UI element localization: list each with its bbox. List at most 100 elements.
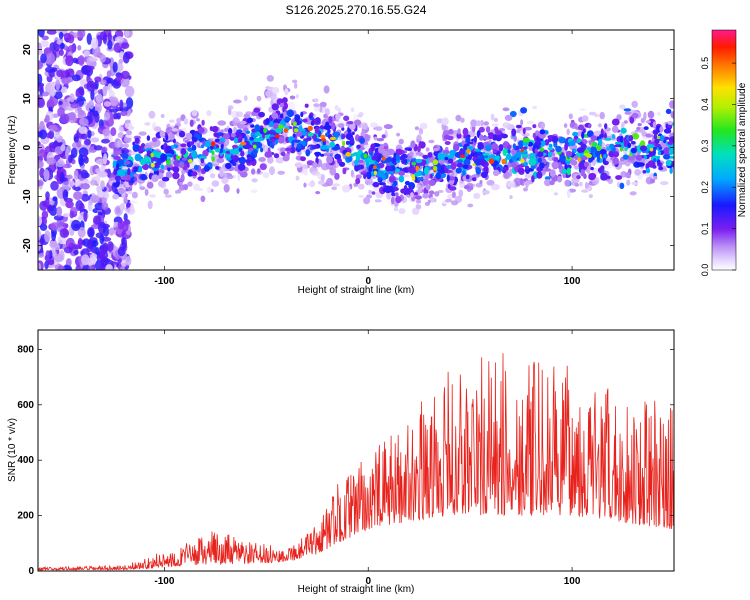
heatmap-cell bbox=[251, 168, 256, 175]
heatmap-cell bbox=[154, 126, 162, 132]
heatmap-cell bbox=[123, 196, 128, 205]
heatmap-cell bbox=[486, 144, 491, 149]
heatmap-cell bbox=[77, 98, 85, 106]
heatmap-cell bbox=[232, 144, 238, 149]
heatmap-cell bbox=[432, 147, 439, 152]
heatmap-cell bbox=[511, 156, 518, 161]
heatmap-cell bbox=[240, 150, 245, 157]
heatmap-cell bbox=[193, 183, 200, 191]
heatmap-cell bbox=[78, 126, 88, 134]
heatmap-cell bbox=[476, 151, 482, 155]
heatmap-cell bbox=[307, 132, 314, 137]
heatmap-cell bbox=[640, 117, 645, 124]
heatmap-cell bbox=[94, 76, 102, 83]
heatmap-cell bbox=[383, 124, 393, 130]
heatmap-cell bbox=[313, 103, 321, 108]
heatmap-cell bbox=[296, 143, 302, 150]
heatmap-cell bbox=[272, 87, 280, 94]
heatmap-cell bbox=[588, 172, 597, 179]
heatmap-cell bbox=[581, 131, 585, 139]
heatmap-cell bbox=[323, 85, 330, 94]
heatmap-cell bbox=[294, 162, 303, 168]
heatmap-cell bbox=[146, 135, 151, 141]
heatmap-cell bbox=[83, 156, 89, 164]
heatmap-cell bbox=[544, 176, 551, 181]
heatmap-cell bbox=[134, 137, 140, 144]
heatmap-cell bbox=[619, 135, 624, 143]
heatmap-hotspot bbox=[520, 148, 524, 153]
heatmap-cell bbox=[227, 108, 232, 116]
heatmap-cell bbox=[245, 130, 251, 134]
heatmap-cell bbox=[450, 162, 457, 171]
heatmap-cell bbox=[79, 202, 85, 212]
heatmap-cell bbox=[666, 159, 672, 166]
heatmap-cell bbox=[97, 221, 107, 234]
heatmap-cell bbox=[307, 182, 314, 187]
heatmap-cell bbox=[80, 169, 89, 179]
heatmap-cell bbox=[270, 138, 275, 143]
heatmap-cell bbox=[553, 192, 559, 196]
heatmap-cell bbox=[575, 152, 581, 156]
heatmap-cell bbox=[305, 149, 311, 157]
heatmap-hotspot bbox=[412, 176, 416, 182]
heatmap-cell bbox=[462, 164, 469, 169]
heatmap-cell bbox=[659, 126, 664, 133]
heatmap-cell bbox=[233, 148, 240, 155]
heatmap-cell bbox=[69, 210, 75, 219]
heatmap-cell bbox=[105, 264, 113, 270]
heatmap-cell bbox=[94, 202, 104, 210]
heatmap-cell bbox=[364, 177, 373, 185]
heatmap-cell bbox=[545, 168, 552, 172]
heatmap-cell bbox=[569, 140, 576, 147]
heatmap-cell bbox=[444, 156, 449, 161]
heatmap-cell bbox=[121, 237, 127, 250]
heatmap-cell bbox=[512, 143, 517, 150]
heatmap-cell bbox=[590, 135, 597, 142]
heatmap-cell bbox=[369, 151, 374, 156]
heatmap-cell bbox=[518, 140, 525, 147]
heatmap-cell bbox=[444, 141, 451, 145]
heatmap-cell bbox=[63, 180, 69, 186]
heatmap-cell bbox=[48, 124, 58, 132]
heatmap-hotspot bbox=[539, 147, 545, 152]
heatmap-cell bbox=[566, 189, 571, 199]
heatmap-cell bbox=[398, 138, 404, 145]
heatmap-cell bbox=[612, 157, 619, 165]
heatmap-cell bbox=[448, 128, 454, 135]
heatmap-cell bbox=[46, 30, 57, 35]
heatmap-cell bbox=[320, 145, 328, 150]
heatmap-hotspot bbox=[240, 141, 247, 146]
heatmap-cell bbox=[258, 111, 265, 118]
heatmap-cell bbox=[237, 163, 246, 171]
heatmap-cell bbox=[522, 127, 526, 135]
colorbar-label: Normalized spectral amplitude bbox=[737, 82, 748, 217]
heatmap-cell bbox=[654, 130, 659, 135]
heatmap-cell bbox=[234, 166, 239, 172]
heatmap-cell bbox=[411, 207, 420, 215]
heatmap-cell bbox=[519, 177, 524, 186]
heatmap-cell bbox=[524, 173, 533, 179]
heatmap-cell bbox=[51, 67, 58, 72]
heatmap-cell bbox=[357, 113, 363, 118]
heatmap-cell bbox=[566, 167, 571, 176]
heatmap-cell bbox=[239, 171, 248, 178]
heatmap-cell bbox=[72, 57, 78, 64]
heatmap-cell bbox=[667, 141, 674, 145]
heatmap-cell bbox=[151, 157, 159, 161]
heatmap-cell bbox=[580, 169, 585, 177]
heatmap-cell bbox=[547, 151, 553, 158]
heatmap-cell bbox=[623, 108, 632, 112]
heatmap-cell bbox=[653, 176, 658, 180]
heatmap-cell bbox=[112, 193, 119, 200]
heatmap-cell bbox=[669, 167, 673, 174]
heatmap-cell bbox=[172, 172, 180, 180]
heatmap-cell bbox=[599, 133, 605, 138]
heatmap-cell bbox=[38, 242, 41, 251]
heatmap-cell bbox=[62, 212, 72, 218]
heatmap-cell bbox=[233, 99, 242, 104]
heatmap-cell bbox=[178, 161, 185, 169]
heatmap-cell bbox=[300, 156, 306, 162]
heatmap-cell bbox=[502, 148, 507, 157]
heatmap-hotspot bbox=[459, 154, 466, 158]
heatmap-cell bbox=[133, 166, 138, 173]
